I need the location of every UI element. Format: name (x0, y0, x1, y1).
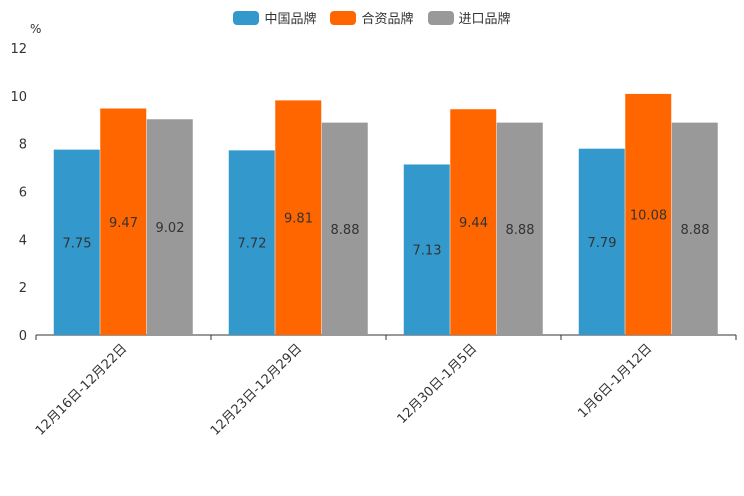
y-tick-label: 4 (19, 233, 27, 248)
legend: 中国品牌 合资品牌 进口品牌 (0, 8, 744, 27)
legend-item-imported-brand[interactable]: 进口品牌 (427, 8, 511, 27)
legend-label-china-brand: 中国品牌 (264, 12, 317, 27)
bar (53, 149, 100, 335)
data-label: 9.47 (109, 216, 138, 231)
legend-item-china-brand[interactable]: 中国品牌 (233, 8, 316, 27)
x-tick-label: 12月23日-12月29日 (208, 341, 305, 438)
data-label: 9.02 (156, 221, 185, 236)
legend-swatch-joint-venture-brand (330, 10, 357, 25)
y-tick-label: 6 (19, 186, 27, 201)
data-label: 7.79 (588, 236, 617, 251)
data-label: 9.81 (284, 212, 313, 227)
bar (100, 108, 147, 336)
bar (321, 122, 368, 336)
y-tick-label: 2 (19, 281, 27, 296)
data-label: 7.72 (238, 237, 267, 252)
x-tick-label: 12月30日-1月5日 (395, 341, 481, 427)
data-label: 7.75 (63, 236, 92, 251)
y-tick-label: 0 (19, 329, 27, 344)
legend-swatch-imported-brand (427, 10, 454, 25)
data-label: 8.88 (506, 223, 535, 238)
legend-swatch-china-brand (233, 10, 260, 25)
bar (228, 150, 275, 335)
legend-item-joint-venture-brand[interactable]: 合资品牌 (330, 8, 414, 27)
bar (403, 164, 450, 335)
bar (146, 119, 193, 335)
bar (275, 100, 322, 335)
data-label: 7.13 (413, 244, 442, 259)
bar (450, 109, 497, 335)
y-tick-label: 8 (19, 138, 27, 153)
data-label: 8.88 (331, 223, 360, 238)
bar (625, 93, 672, 335)
x-tick-label: 12月16日-12月22日 (33, 341, 130, 438)
legend-label-imported-brand: 进口品牌 (458, 12, 511, 27)
y-tick-label: 12 (10, 42, 27, 57)
data-label: 9.44 (459, 216, 488, 231)
y-axis-unit: % (30, 22, 42, 36)
data-label: 10.08 (630, 208, 667, 223)
x-tick-label: 1月6日-1月12日 (575, 341, 655, 421)
y-tick-label: 10 (10, 90, 27, 105)
legend-label-joint-venture-brand: 合资品牌 (361, 12, 414, 27)
bar (578, 148, 625, 335)
bar (671, 122, 718, 336)
data-label: 8.88 (681, 223, 710, 238)
bar (496, 122, 543, 336)
